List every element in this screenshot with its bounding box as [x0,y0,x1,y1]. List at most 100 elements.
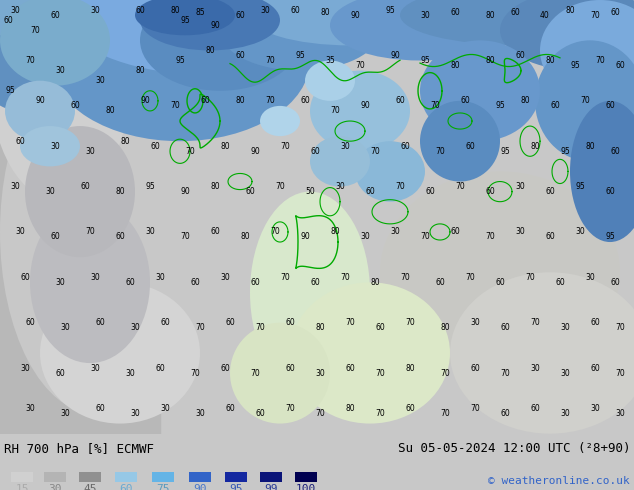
Text: 70: 70 [530,318,540,327]
Text: 30: 30 [220,273,230,282]
Ellipse shape [0,0,110,91]
Text: 30: 30 [90,364,100,372]
Text: 90: 90 [180,187,190,196]
Text: 30: 30 [195,409,205,418]
Text: 30: 30 [10,5,20,15]
Text: 90: 90 [250,147,260,156]
Text: 99: 99 [264,484,278,490]
Ellipse shape [5,81,75,141]
Text: 85: 85 [195,8,205,17]
Text: 70: 70 [435,147,445,156]
Text: 30: 30 [20,364,30,372]
Text: 60: 60 [190,278,200,287]
Text: 30: 30 [90,5,100,15]
Text: 70: 70 [340,273,350,282]
Text: 70: 70 [440,409,450,418]
Text: 60: 60 [375,323,385,332]
Text: 60: 60 [425,187,435,196]
Text: 60: 60 [285,364,295,372]
Text: 60: 60 [450,8,460,17]
Text: 60: 60 [220,364,230,372]
Text: 60: 60 [135,5,145,15]
Text: 75: 75 [156,484,170,490]
Text: 70: 70 [330,106,340,116]
Text: 80: 80 [105,106,115,116]
Text: 60: 60 [235,11,245,20]
Text: 90: 90 [360,101,370,110]
Text: 70: 70 [280,273,290,282]
Text: 70: 70 [195,323,205,332]
Text: 70: 70 [185,147,195,156]
Text: 70: 70 [400,273,410,282]
Text: 60: 60 [590,364,600,372]
Text: 30: 30 [590,404,600,413]
Text: 60: 60 [495,278,505,287]
Text: 30: 30 [560,323,570,332]
Text: 90: 90 [350,11,360,20]
Text: 95: 95 [175,56,185,65]
Text: 30: 30 [260,5,270,15]
Text: 60: 60 [605,101,615,110]
Text: 60: 60 [55,368,65,378]
Ellipse shape [380,172,620,373]
Text: 80: 80 [520,97,530,105]
Text: 90: 90 [210,21,220,30]
Ellipse shape [230,323,330,423]
Ellipse shape [260,106,300,136]
Text: 70: 70 [500,368,510,378]
Text: 70: 70 [405,318,415,327]
Text: 30: 30 [48,484,61,490]
Text: 80: 80 [330,227,340,237]
Ellipse shape [140,0,280,50]
Text: 60: 60 [395,97,405,105]
Text: Su 05-05-2024 12:00 UTC (²8+90): Su 05-05-2024 12:00 UTC (²8+90) [398,441,630,455]
Text: 70: 70 [265,97,275,105]
Text: 60: 60 [210,227,220,237]
Text: 80: 80 [585,142,595,151]
Text: 80: 80 [115,187,125,196]
Text: 60: 60 [405,404,415,413]
Ellipse shape [500,0,634,71]
Text: 30: 30 [95,76,105,85]
Bar [79,472,101,482]
Ellipse shape [305,60,355,101]
Text: 60: 60 [435,278,445,287]
Text: 60: 60 [200,97,210,105]
Text: 60: 60 [155,364,165,372]
Text: 30: 30 [125,368,135,378]
Text: 70: 70 [590,11,600,20]
Text: 70: 70 [190,368,200,378]
Text: 60: 60 [555,278,565,287]
Text: 90: 90 [140,97,150,105]
Text: 70: 70 [30,26,40,35]
Text: 60: 60 [470,364,480,372]
Bar [295,472,317,482]
Text: 80: 80 [320,8,330,17]
Text: 80: 80 [210,182,220,191]
Text: 95: 95 [605,232,615,242]
Text: 30: 30 [560,409,570,418]
Ellipse shape [570,101,634,242]
Text: 30: 30 [470,318,480,327]
Text: 95: 95 [180,16,190,24]
Text: 70: 70 [255,323,265,332]
Ellipse shape [355,141,425,202]
Text: 30: 30 [585,273,595,282]
Text: 60: 60 [119,484,133,490]
Ellipse shape [310,71,410,151]
Ellipse shape [540,0,634,101]
Text: 15: 15 [15,484,29,490]
Text: 80: 80 [450,61,460,70]
Text: 70: 70 [275,182,285,191]
Text: 30: 30 [50,142,60,151]
Bar [152,472,174,482]
Text: 30: 30 [335,182,345,191]
Text: 60: 60 [255,409,265,418]
Text: 70: 70 [440,368,450,378]
Ellipse shape [30,202,150,363]
Text: 80: 80 [530,142,540,151]
Text: 60: 60 [400,142,410,151]
Text: 90: 90 [193,484,207,490]
Text: 95: 95 [575,182,585,191]
Text: 45: 45 [83,484,97,490]
